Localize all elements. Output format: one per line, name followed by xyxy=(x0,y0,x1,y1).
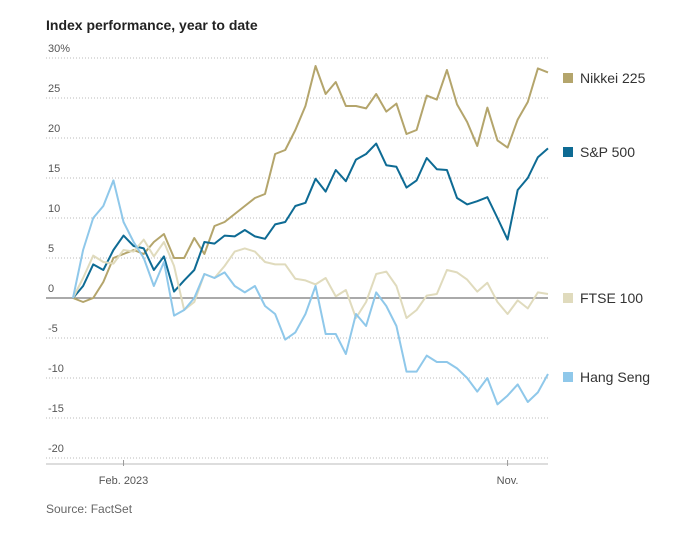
chart-title: Index performance, year to date xyxy=(46,17,258,33)
y-tick-label: -5 xyxy=(48,323,58,335)
y-tick-label: 10 xyxy=(48,203,60,215)
x-tick-label: Feb. 2023 xyxy=(99,475,149,487)
legend-swatch xyxy=(563,293,573,303)
y-tick-label: 30% xyxy=(48,43,70,55)
y-tick-label: -20 xyxy=(48,443,64,455)
y-tick-label: 25 xyxy=(48,83,60,95)
legend-label: Nikkei 225 xyxy=(580,70,646,86)
legend-label: FTSE 100 xyxy=(580,290,643,306)
source: Source: FactSet xyxy=(46,502,133,516)
y-tick-label: 0 xyxy=(48,283,54,295)
x-tick-label: Nov. xyxy=(497,475,519,487)
series-line xyxy=(72,65,549,303)
y-tick-label: -10 xyxy=(48,363,64,375)
y-tick-label: 20 xyxy=(48,123,60,135)
y-tick-label: 15 xyxy=(48,163,60,175)
legend-swatch xyxy=(563,73,573,83)
legend-swatch xyxy=(563,147,573,157)
series-line xyxy=(72,238,549,319)
y-tick-label: -15 xyxy=(48,403,64,415)
legend-label: Hang Seng xyxy=(580,369,650,385)
legend-label: S&P 500 xyxy=(580,144,635,160)
series-line xyxy=(72,142,549,299)
legend-swatch xyxy=(563,372,573,382)
y-tick-label: 5 xyxy=(48,243,54,255)
series-line xyxy=(72,179,549,406)
